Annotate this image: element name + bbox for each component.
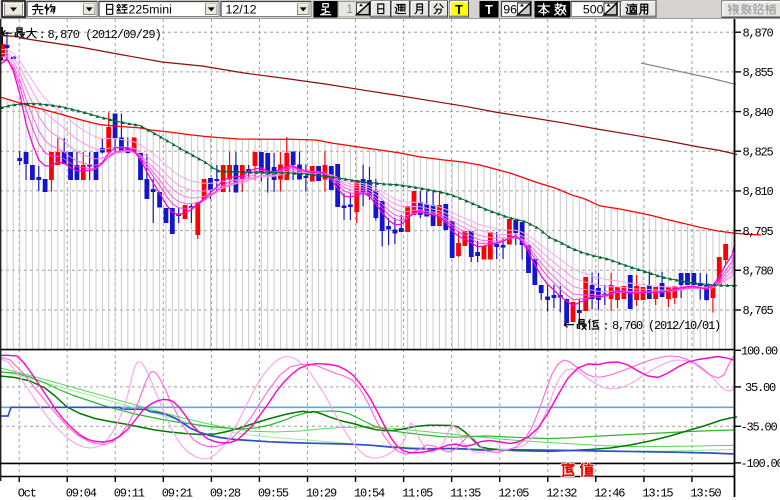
svg-text:09:21: 09:21 xyxy=(162,487,193,500)
svg-text:13:50: 13:50 xyxy=(690,487,721,500)
svg-text:35.00: 35.00 xyxy=(745,381,776,395)
svg-text:8,870 (2012/09/29): 8,870 (2012/09/29) xyxy=(48,28,161,42)
svg-text:T: T xyxy=(455,3,463,17)
svg-text:12/12: 12/12 xyxy=(226,3,257,17)
svg-text:12:05: 12:05 xyxy=(498,487,529,500)
svg-text:T: T xyxy=(485,3,493,17)
svg-text:11:35: 11:35 xyxy=(450,487,481,500)
svg-text:13:15: 13:15 xyxy=(642,487,673,500)
svg-text:96: 96 xyxy=(503,3,517,17)
svg-text:8,795: 8,795 xyxy=(743,225,774,239)
svg-text:09:11: 09:11 xyxy=(114,487,145,500)
svg-text:100.00: 100.00 xyxy=(741,345,778,359)
svg-text:-35.00: -35.00 xyxy=(741,421,778,435)
svg-text:8,780: 8,780 xyxy=(743,265,774,279)
svg-text:10:54: 10:54 xyxy=(354,487,385,500)
svg-text:8,765: 8,765 xyxy=(743,304,774,318)
svg-text:8,810: 8,810 xyxy=(743,185,774,199)
svg-text:09:28: 09:28 xyxy=(210,487,241,500)
svg-text:11:05: 11:05 xyxy=(402,487,433,500)
svg-text:225mini: 225mini xyxy=(129,3,172,17)
svg-text:1: 1 xyxy=(346,4,352,16)
svg-text:-100.00: -100.00 xyxy=(741,457,780,471)
svg-text:Oct: Oct xyxy=(18,487,36,500)
svg-text:8,870: 8,870 xyxy=(743,26,774,40)
svg-text:09:55: 09:55 xyxy=(258,487,289,500)
svg-text:8,855: 8,855 xyxy=(743,66,774,80)
svg-text:12:46: 12:46 xyxy=(594,487,625,500)
svg-text:8,760 (2012/10/01): 8,760 (2012/10/01) xyxy=(612,319,720,333)
svg-text:8,840: 8,840 xyxy=(743,106,774,120)
svg-text:09:04: 09:04 xyxy=(66,487,97,500)
svg-text:12:32: 12:32 xyxy=(546,487,577,500)
svg-text::: : xyxy=(39,28,46,42)
svg-text:8,825: 8,825 xyxy=(743,145,774,159)
svg-text:500: 500 xyxy=(583,3,604,17)
svg-text::: : xyxy=(603,319,610,333)
svg-text:10:29: 10:29 xyxy=(306,487,337,500)
